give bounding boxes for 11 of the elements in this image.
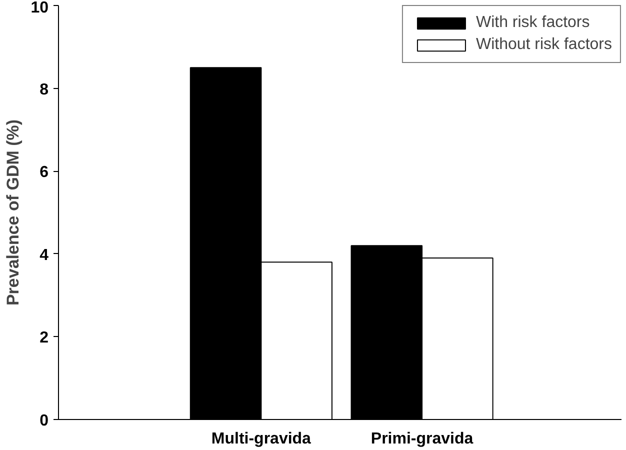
y-tick-label: 2 — [40, 330, 49, 347]
y-tick-label: 0 — [40, 412, 49, 430]
y-tick-label: 6 — [40, 164, 49, 182]
legend-label: Without risk factors — [476, 36, 612, 54]
y-tick-label: 10 — [30, 0, 49, 16]
x-tick-label: Multi-gravida — [211, 430, 312, 448]
y-axis-title: Prevalence of GDM (%) — [4, 119, 23, 306]
x-tick-label: Primi-gravida — [370, 430, 474, 448]
legend-label: With risk factors — [476, 14, 590, 32]
y-tick-label: 4 — [40, 246, 49, 264]
y-tick-label: 8 — [40, 81, 49, 98]
